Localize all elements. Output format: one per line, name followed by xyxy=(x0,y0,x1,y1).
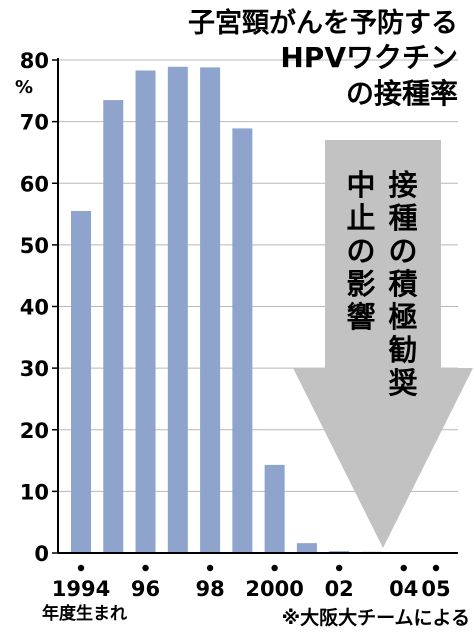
source-note: ※大阪大チームによる xyxy=(282,606,470,629)
chart-title-line: の接種率 xyxy=(346,77,458,110)
x-tick-label: 96 xyxy=(131,577,160,601)
x-axis-label: 年度生まれ xyxy=(42,603,127,624)
bars xyxy=(71,66,414,554)
annotation-char: の xyxy=(346,234,375,268)
bar xyxy=(167,66,188,553)
x-tick-dot xyxy=(400,564,407,572)
arrow-shape xyxy=(293,140,473,548)
x-tick-dot xyxy=(432,564,440,572)
bar xyxy=(264,464,285,553)
x-tick-dot xyxy=(77,564,85,572)
x-tick-dot xyxy=(271,564,278,572)
x-tick-labels: 1994 96 98 2000 02 04 05 xyxy=(52,564,451,601)
x-tick-label: 98 xyxy=(195,577,224,601)
bar xyxy=(296,543,317,553)
x-tick-label: 2000 xyxy=(245,577,303,601)
x-tick-label: 05 xyxy=(421,577,450,601)
annotation-char: の xyxy=(388,234,417,268)
x-tick-label: 02 xyxy=(325,577,354,601)
y-tick-label: 40 xyxy=(20,296,49,320)
y-tick-labels: 0 10 20 30 40 50 60 70 80 xyxy=(20,49,49,566)
chart-title-line: HPVワクチン xyxy=(280,41,458,74)
x-tick-dot xyxy=(335,564,343,572)
y-tick-label: 10 xyxy=(20,480,49,504)
annotation-char: 極 xyxy=(388,300,417,334)
annotation-char: 奨 xyxy=(388,366,417,400)
bar xyxy=(232,128,253,553)
annotation-char: 中 xyxy=(346,168,375,202)
annotation-char: 勧 xyxy=(388,333,417,367)
bar xyxy=(135,70,156,553)
annotation-char: 積 xyxy=(388,267,417,301)
chart-title-line: 子宮頸がんを予防する xyxy=(188,7,458,39)
y-axis-unit: % xyxy=(15,77,33,98)
y-tick-label: 20 xyxy=(20,419,49,443)
x-tick-label: 04 xyxy=(389,577,418,601)
bar xyxy=(71,210,91,553)
x-tick-dot xyxy=(142,564,149,572)
axes xyxy=(52,58,458,554)
annotation-char: 影 xyxy=(346,267,375,301)
annotation-char: 接 xyxy=(388,168,417,202)
x-tick-dot xyxy=(206,564,214,572)
y-tick-label: 70 xyxy=(20,111,49,135)
x-tick-label: 1994 xyxy=(52,577,110,601)
annotation-char: 種 xyxy=(388,201,417,235)
grid-lines xyxy=(58,59,458,492)
y-tick-label: 80 xyxy=(20,49,49,73)
annotation-char: 止 xyxy=(346,201,375,235)
bar xyxy=(103,100,124,554)
bar xyxy=(200,67,221,554)
y-tick-label: 30 xyxy=(20,357,49,381)
y-tick-label: 50 xyxy=(20,234,49,258)
y-tick-label: 0 xyxy=(34,542,49,566)
annotation-char: 響 xyxy=(346,300,375,334)
y-tick-label: 60 xyxy=(20,172,49,196)
